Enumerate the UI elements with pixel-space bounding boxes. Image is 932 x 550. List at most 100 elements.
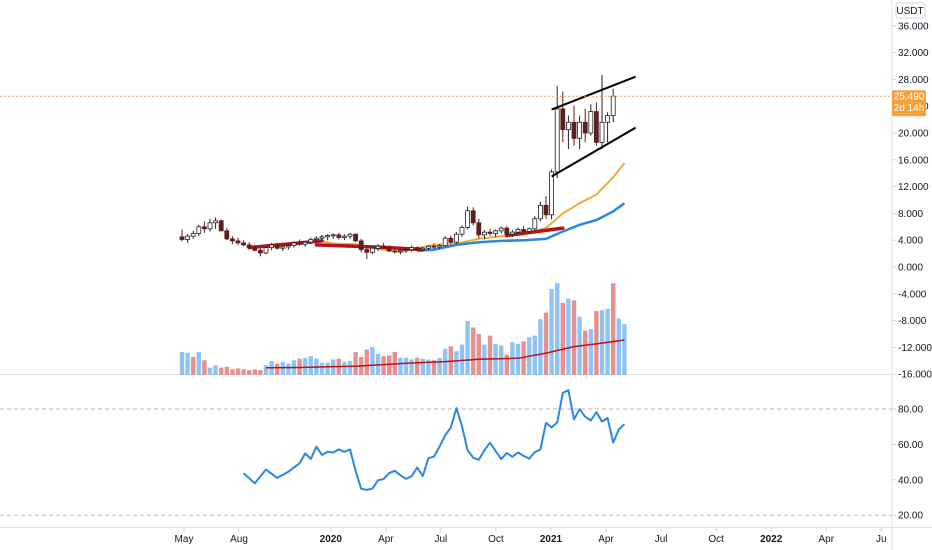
candle-body [213, 220, 219, 224]
rsi-guide-lines [0, 408, 892, 516]
candle-body [269, 244, 275, 248]
candle-body [325, 235, 331, 238]
candle-body [381, 245, 387, 248]
candle-body [566, 121, 571, 131]
volume-bar [566, 298, 571, 375]
candle-body [375, 245, 381, 249]
candle-body [386, 247, 392, 252]
candle-body [397, 249, 403, 252]
volume-bar [370, 347, 375, 375]
candle-body [235, 240, 241, 244]
price-tick-label: -16.000 [898, 370, 932, 381]
volume-bar [465, 320, 470, 375]
time-tick-label: Oct [708, 534, 724, 545]
volume-bar [409, 359, 414, 375]
rsi-line [242, 389, 626, 491]
time-tick-label: Oct [488, 534, 504, 545]
volume-bar [437, 357, 442, 375]
price-tick-label: 32.000 [898, 48, 929, 59]
volume-bar [263, 365, 269, 375]
volume-bar [515, 343, 521, 375]
candle-body [274, 244, 280, 249]
volume-bar [235, 368, 241, 375]
volume-bar [415, 357, 420, 375]
candle-body [336, 234, 342, 238]
last-price-tag-background [892, 90, 926, 117]
volume-bar [622, 324, 627, 375]
candle-body [207, 222, 213, 230]
candle-body [470, 210, 476, 224]
time-tick-label: Apr [818, 534, 834, 545]
candle-body [291, 242, 297, 246]
candle-body [543, 204, 549, 216]
volume-bar [303, 357, 308, 375]
currency-badge[interactable] [895, 2, 926, 19]
candle-body [465, 210, 471, 228]
candle-body [201, 226, 207, 230]
candle-body [392, 250, 398, 253]
rsi-tick-label: 80.00 [898, 405, 923, 416]
candle-body [515, 229, 521, 233]
volume-bar [381, 356, 386, 375]
candle-body [605, 115, 610, 123]
ascending-channel[interactable] [551, 75, 637, 178]
volume-bar [611, 283, 616, 375]
candle-body [341, 235, 347, 238]
candle-body [437, 245, 443, 248]
candle-body [588, 111, 594, 134]
volume-bar [247, 370, 252, 375]
volume-bar [179, 352, 185, 375]
time-tick-label: 2022 [760, 534, 783, 545]
rsi-tick-label: 60.00 [898, 440, 923, 451]
price-tick-label: -8.000 [898, 316, 927, 327]
candle-body [196, 226, 202, 234]
volume-bar [487, 335, 493, 375]
volume-ma-line [265, 339, 625, 369]
candle-body [425, 245, 431, 249]
candle-body [610, 95, 616, 116]
volume-bar [196, 352, 201, 375]
volume-bar [504, 354, 509, 375]
candle-body [481, 231, 487, 236]
time-axis-ticks: May Aug 2020 Apr Jul Oct 2021 Apr Jul Oct 2022 Apr J… [175, 528, 887, 545]
bar-countdown: 2d 14h [894, 103, 925, 114]
volume-bar [241, 369, 246, 375]
time-tick-label: 2020 [320, 534, 343, 545]
candle-body [409, 247, 415, 250]
price-tick-label: 0.000 [898, 263, 923, 274]
candle-body [599, 121, 605, 143]
price-tick-label: 8.000 [898, 209, 923, 220]
candle-body [549, 171, 554, 216]
channel-upper-line [551, 75, 636, 111]
candle-body [571, 121, 577, 139]
volume-bar [560, 302, 565, 375]
volume-bar [364, 349, 369, 375]
candle-body [347, 233, 353, 237]
volume-bar [538, 319, 543, 375]
volume-bar [543, 312, 549, 375]
volume-bar [258, 370, 263, 375]
candlesticks [179, 74, 616, 259]
time-tick-label: May [175, 534, 194, 545]
rsi-tick-label: 40.00 [898, 475, 923, 486]
volume-bar [325, 362, 330, 375]
last-price-tag[interactable]: 25.490 2d 14h [892, 90, 926, 117]
candle-body [308, 239, 314, 243]
candle-body [358, 240, 364, 250]
time-tick-label: Apr [598, 534, 614, 545]
candle-body [498, 227, 504, 232]
candle-body [179, 236, 185, 240]
volume-bar [420, 358, 425, 375]
candle-body [353, 233, 359, 242]
volume-bar [426, 359, 431, 375]
volume-bar [342, 361, 347, 375]
rsi-tick-label: 20.00 [898, 511, 923, 522]
price-tick-label: 20.000 [898, 129, 929, 140]
volume-bar [471, 327, 476, 375]
volume-bar [308, 356, 313, 375]
candle-body [263, 247, 269, 254]
candle-body [487, 231, 493, 234]
volume-bar [230, 369, 235, 375]
candle-body [582, 121, 588, 134]
